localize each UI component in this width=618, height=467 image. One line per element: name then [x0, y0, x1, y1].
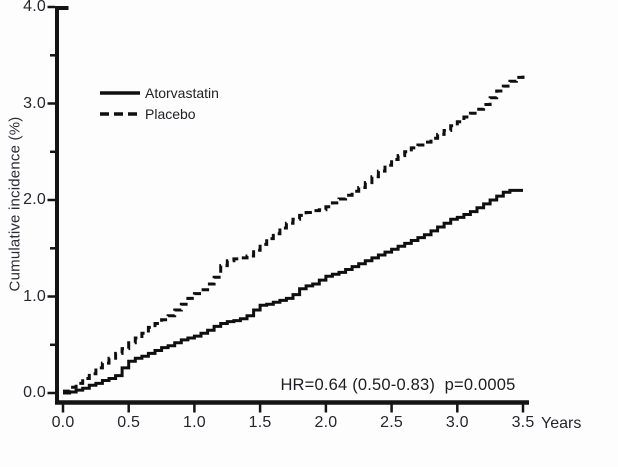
dashed-line-swatch-icon — [100, 112, 140, 116]
solid-line-swatch-icon — [100, 91, 140, 95]
x-tick-label: 3.5 — [511, 414, 535, 431]
x-tick-label: 1.0 — [182, 414, 206, 431]
x-tick-label: 0.5 — [117, 414, 141, 431]
x-tick-label: 0.0 — [51, 414, 75, 431]
hazard-ratio-annotation: HR=0.64 (0.50-0.83) p=0.0005 — [280, 376, 516, 394]
y-tick-label: 1.0 — [23, 287, 46, 305]
legend: Atorvastatin Placebo — [99, 85, 219, 122]
curve-atorvastatin — [63, 188, 523, 395]
x-tick-label: 1.5 — [248, 414, 272, 431]
x-tick-label: 3.0 — [445, 414, 469, 431]
x-axis-unit-label: Years — [541, 415, 582, 432]
curve-placebo — [63, 71, 525, 393]
legend-label-atorvastatin: Atorvastatin — [145, 85, 219, 101]
legend-item-atorvastatin: Atorvastatin — [99, 85, 219, 101]
legend-label-placebo: Placebo — [145, 106, 196, 122]
x-tick-label: 2.0 — [314, 414, 338, 431]
y-axis-line — [55, 6, 69, 403]
x-tick-label: 2.5 — [380, 414, 404, 431]
y-tick-label: 2.0 — [23, 191, 46, 208]
y-tick-label: 4.0 — [23, 0, 46, 15]
y-tick-label: 0.0 — [23, 384, 46, 401]
legend-item-placebo: Placebo — [99, 106, 219, 122]
y-tick-label: 3.0 — [23, 94, 46, 112]
